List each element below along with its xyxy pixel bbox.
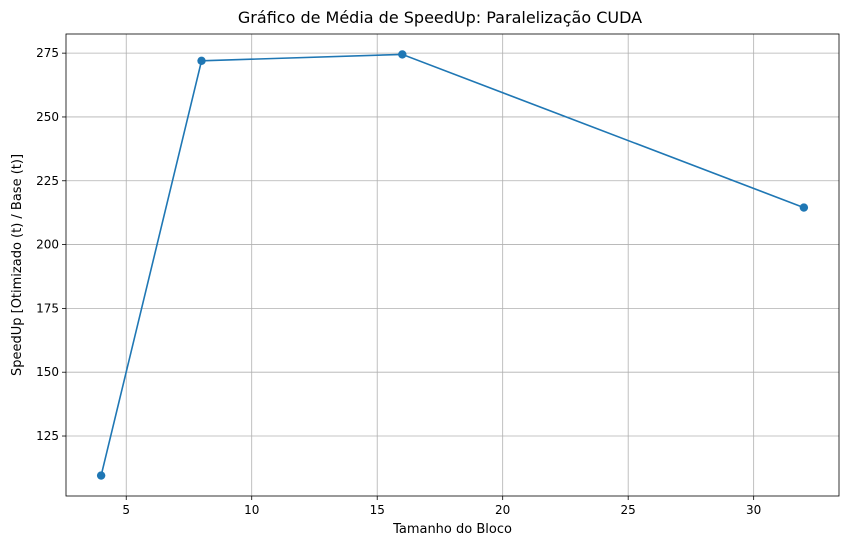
- x-tick-label: 5: [122, 503, 130, 517]
- x-axis: 5 10 15 20 25 30: [122, 496, 761, 517]
- plot-frame: [65, 33, 840, 497]
- y-tick-label: 150: [36, 365, 59, 379]
- x-tick-label: 15: [370, 503, 385, 517]
- chart-title: Gráfico de Média de SpeedUp: Paralelizaç…: [238, 8, 642, 27]
- y-axis: 125 150 175 200 225 250 275: [36, 46, 66, 443]
- data-point: [197, 56, 206, 66]
- data-point: [96, 471, 106, 480]
- x-tick-label: 10: [244, 503, 259, 517]
- data-point: [799, 203, 809, 212]
- y-tick-label: 175: [36, 301, 59, 315]
- y-axis-label: SpeedUp [Otimizado (t) / Base (t)]: [10, 154, 25, 376]
- series-line: [100, 53, 805, 476]
- y-tick-label: 250: [36, 110, 59, 124]
- y-tick-label: 200: [36, 238, 59, 252]
- grid: [66, 34, 839, 496]
- x-axis-label: Tamanho do Bloco: [392, 522, 512, 537]
- x-tick-label: 30: [746, 503, 761, 517]
- x-tick-label: 25: [621, 503, 636, 517]
- x-tick-label: 20: [495, 503, 510, 517]
- data-point: [398, 50, 407, 59]
- y-tick-label: 225: [36, 174, 59, 188]
- y-tick-label: 275: [36, 46, 59, 60]
- series-group: [96, 50, 809, 480]
- y-tick-label: 125: [36, 429, 59, 443]
